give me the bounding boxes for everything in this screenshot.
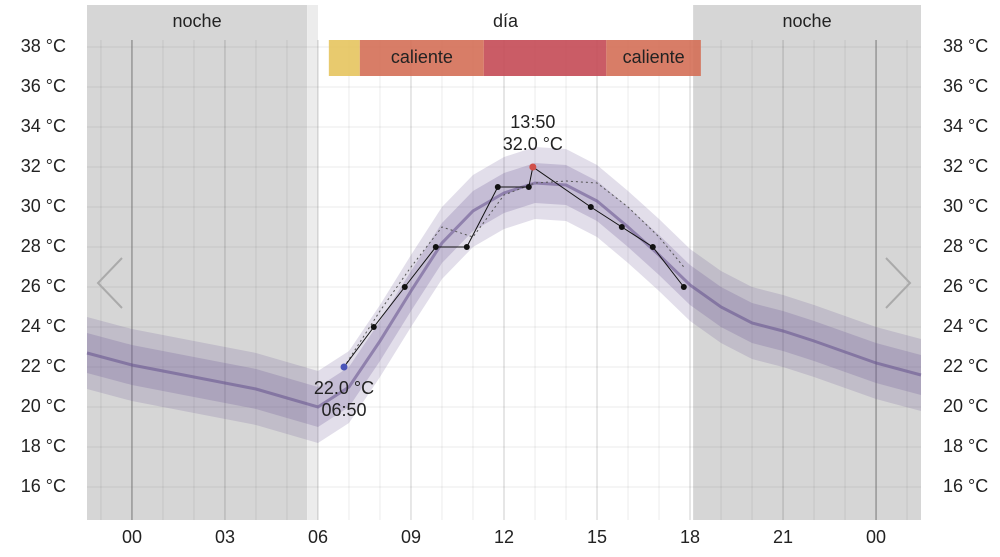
- period-band: [317, 5, 694, 520]
- obs-line: [343, 166, 685, 368]
- y-tick-label: 30 °C: [943, 196, 988, 216]
- heat-segment: [359, 40, 484, 76]
- y-tick-label: 24 °C: [943, 316, 988, 336]
- y-tick-label: 38 °C: [21, 36, 66, 56]
- heat-segment: [328, 40, 360, 76]
- x-tick-label: 09: [401, 527, 421, 547]
- y-tick-label: 36 °C: [943, 76, 988, 96]
- x-tick-label: 18: [680, 527, 700, 547]
- y-tick-label: 30 °C: [21, 196, 66, 216]
- obs-point: [494, 184, 501, 190]
- y-tick-label: 20 °C: [21, 396, 66, 416]
- y-tick-label: 20 °C: [943, 396, 988, 416]
- obs-point: [587, 204, 594, 210]
- y-tick-label: 22 °C: [943, 356, 988, 376]
- y-tick-label: 28 °C: [943, 236, 988, 256]
- max-point: [529, 163, 537, 171]
- x-tick-label: 06: [308, 527, 328, 547]
- forecast-band: [87, 147, 921, 443]
- y-tick-label: 16 °C: [943, 476, 988, 496]
- obs-point: [618, 224, 625, 230]
- x-tick-label: 00: [866, 527, 886, 547]
- obs-point: [401, 284, 408, 290]
- heat-label: caliente: [623, 47, 685, 67]
- min-point: [340, 363, 348, 371]
- twilight: [307, 5, 318, 520]
- next-arrow[interactable]: [885, 257, 912, 309]
- y-tick-label: 18 °C: [943, 436, 988, 456]
- period-label: día: [493, 11, 519, 31]
- y-tick-label: 26 °C: [21, 276, 66, 296]
- y-tick-label: 34 °C: [21, 116, 66, 136]
- period-band: [693, 5, 921, 520]
- obs-point: [680, 284, 687, 290]
- x-tick-label: 03: [215, 527, 235, 547]
- annotation: 06:50: [321, 400, 366, 420]
- x-tick-label: 12: [494, 527, 514, 547]
- y-tick-label: 26 °C: [943, 276, 988, 296]
- annotation: 13:50: [510, 112, 555, 132]
- y-tick-label: 24 °C: [21, 316, 66, 336]
- period-label: noche: [783, 11, 832, 31]
- period-label: noche: [173, 11, 222, 31]
- obs-point: [649, 244, 656, 250]
- y-tick-label: 22 °C: [21, 356, 66, 376]
- y-tick-label: 38 °C: [943, 36, 988, 56]
- y-tick-label: 36 °C: [21, 76, 66, 96]
- y-tick-label: 28 °C: [21, 236, 66, 256]
- heat-segment: [483, 40, 607, 76]
- x-tick-label: 15: [587, 527, 607, 547]
- obs-point: [370, 324, 377, 330]
- forecast-mean: [86, 181, 922, 409]
- obs-point: [463, 244, 470, 250]
- obs-point: [525, 184, 532, 190]
- annotation: 22.0 °C: [314, 378, 374, 398]
- y-tick-label: 18 °C: [21, 436, 66, 456]
- heat-label: caliente: [391, 47, 453, 67]
- y-tick-label: 16 °C: [21, 476, 66, 496]
- x-tick-label: 00: [122, 527, 142, 547]
- dotted-line: [343, 180, 685, 368]
- y-tick-label: 32 °C: [21, 156, 66, 176]
- x-tick-label: 21: [773, 527, 793, 547]
- heat-segment: [606, 40, 701, 76]
- y-tick-label: 32 °C: [943, 156, 988, 176]
- prev-arrow[interactable]: [96, 257, 123, 309]
- period-band: [87, 5, 308, 520]
- y-tick-label: 34 °C: [943, 116, 988, 136]
- annotation: 32.0 °C: [503, 134, 563, 154]
- obs-point: [432, 244, 439, 250]
